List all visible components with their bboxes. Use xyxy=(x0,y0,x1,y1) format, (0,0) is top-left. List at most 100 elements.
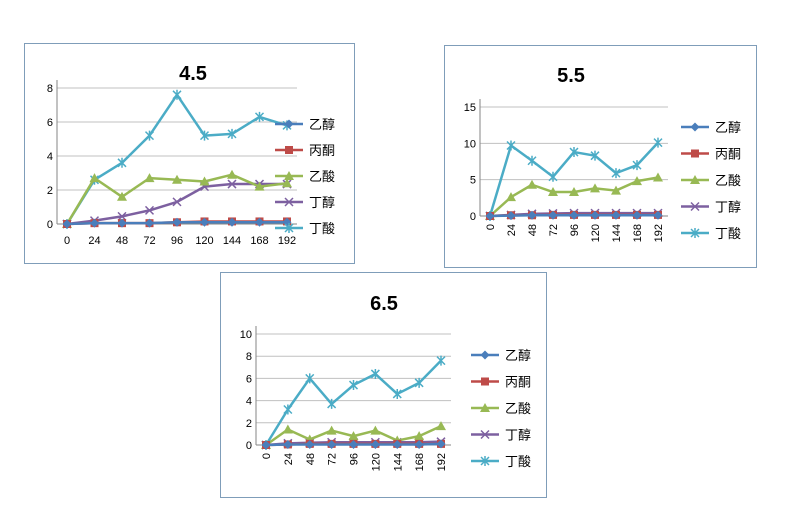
chart-title-5-5: 5.5 xyxy=(557,65,585,87)
point-4-5-3-3 xyxy=(144,205,155,215)
point-5-5-0-3 xyxy=(548,210,558,220)
x-tick-5-5-24: 24 xyxy=(506,224,518,236)
x-tick-5-5-192: 192 xyxy=(653,224,665,242)
y-tick-6-5-2: 2 xyxy=(246,418,252,430)
legend-marker-6-5-1 xyxy=(481,377,489,386)
chart-title-6-5: 6.5 xyxy=(370,293,398,315)
point-5-5-4-8 xyxy=(653,137,663,148)
y-tick-4-5-8: 8 xyxy=(47,83,53,95)
point-4-5-0-5 xyxy=(200,217,209,227)
point-5-5-2-1 xyxy=(506,192,516,202)
y-tick-6-5-8: 8 xyxy=(246,351,252,363)
point-6-5-0-7 xyxy=(414,439,424,449)
legend-marker-5-5-2 xyxy=(690,175,700,184)
point-5-5-2-4 xyxy=(569,187,579,197)
x-tick-4-5-48: 48 xyxy=(116,235,128,247)
x-tick-4-5-168: 168 xyxy=(250,235,268,247)
legend-marker-6-5-2 xyxy=(480,403,490,412)
legend-marker-5-5-1 xyxy=(691,149,699,158)
legend-label-4-5-3: 丁醇 xyxy=(309,195,335,211)
legend-marker-5-5-0 xyxy=(690,122,700,132)
x-tick-4-5-144: 144 xyxy=(223,235,241,247)
point-5-5-2-2 xyxy=(527,179,537,189)
x-tick-6-5-168: 168 xyxy=(414,453,426,471)
x-tick-4-5-120: 120 xyxy=(195,235,213,247)
point-4-5-4-5 xyxy=(199,130,210,141)
point-6-5-0-0 xyxy=(261,440,271,450)
y-tick-6-5-10: 10 xyxy=(240,329,252,341)
point-4-5-3-6 xyxy=(227,179,237,189)
point-6-5-2-8 xyxy=(436,421,446,431)
x-tick-5-5-120: 120 xyxy=(590,224,602,242)
point-4-5-4-2 xyxy=(117,157,127,168)
x-tick-5-5-96: 96 xyxy=(569,224,581,236)
point-4-5-2-3 xyxy=(144,173,155,183)
point-5-5-4-7 xyxy=(632,160,642,171)
x-tick-4-5-72: 72 xyxy=(143,235,155,247)
legend-label-6-5-3: 丁醇 xyxy=(505,428,531,444)
x-tick-6-5-120: 120 xyxy=(370,453,382,471)
x-tick-6-5-96: 96 xyxy=(349,453,361,465)
point-5-5-0-8 xyxy=(653,210,663,220)
point-4-5-4-6 xyxy=(227,128,237,139)
point-6-5-0-5 xyxy=(370,439,380,449)
point-6-5-4-3 xyxy=(327,398,337,409)
point-6-5-2-7 xyxy=(414,431,425,441)
point-6-5-4-4 xyxy=(348,380,359,391)
y-tick-4-5-6: 6 xyxy=(47,117,53,129)
legend-label-5-5-4: 丁酸 xyxy=(715,227,741,242)
y-tick-4-5-0: 0 xyxy=(47,219,53,231)
point-5-5-4-3 xyxy=(548,171,558,182)
point-4-5-3-2 xyxy=(117,211,127,221)
y-tick-4-5-4: 4 xyxy=(47,151,53,163)
x-tick-6-5-72: 72 xyxy=(327,453,339,465)
point-5-5-2-7 xyxy=(632,176,642,186)
legend-label-5-5-0: 乙醇 xyxy=(715,120,741,136)
legend-marker-5-5-3 xyxy=(690,201,700,212)
point-5-5-4-2 xyxy=(527,155,537,166)
x-tick-5-5-168: 168 xyxy=(632,224,644,242)
x-tick-5-5-144: 144 xyxy=(611,224,623,242)
series-line-5-5-2 xyxy=(489,176,659,217)
point-5-5-0-4 xyxy=(569,210,579,220)
y-tick-5-5-10: 10 xyxy=(464,138,476,150)
point-5-5-0-5 xyxy=(590,210,600,220)
x-tick-4-5-96: 96 xyxy=(171,235,183,247)
x-tick-6-5-0: 0 xyxy=(261,453,273,459)
point-6-5-4-2 xyxy=(305,373,315,384)
x-tick-5-5-48: 48 xyxy=(527,224,539,236)
x-tick-6-5-48: 48 xyxy=(305,453,317,465)
chart-panel-ph-4-5: 4.5 0 2 4 6 8 0 24 48 72 96 120 144 168 192 乙醇 丙酮 乙酸 丁醇 丁酸 xyxy=(24,43,355,264)
point-5-5-0-2 xyxy=(527,210,537,220)
y-tick-5-5-15: 15 xyxy=(464,102,476,114)
y-tick-6-5-4: 4 xyxy=(246,396,252,408)
legend-label-6-5-2: 乙酸 xyxy=(505,402,531,417)
legend-label-6-5-4: 丁酸 xyxy=(505,455,531,470)
point-4-5-2-6 xyxy=(227,169,237,179)
point-5-5-4-6 xyxy=(611,168,621,179)
point-4-5-4-4 xyxy=(172,89,182,100)
point-4-5-0-1 xyxy=(90,218,99,228)
legend-marker-6-5-0 xyxy=(480,350,490,360)
y-tick-6-5-6: 6 xyxy=(246,373,252,385)
point-4-5-0-7 xyxy=(255,217,264,227)
point-5-5-2-3 xyxy=(548,187,558,197)
legend-label-6-5-0: 乙醇 xyxy=(505,348,531,364)
point-6-5-0-4 xyxy=(349,439,358,449)
chart-title-4-5: 4.5 xyxy=(179,63,207,85)
legend-label-5-5-2: 乙酸 xyxy=(715,174,741,189)
point-6-5-4-1 xyxy=(283,404,293,415)
point-5-5-2-5 xyxy=(590,183,600,193)
x-tick-4-5-0: 0 xyxy=(64,235,70,247)
point-4-5-2-7 xyxy=(254,181,265,191)
point-4-5-3-4 xyxy=(172,197,182,207)
point-6-5-2-5 xyxy=(370,425,381,435)
legend-marker-4-5-1 xyxy=(285,146,293,154)
point-4-5-2-2 xyxy=(117,191,127,201)
point-4-5-0-3 xyxy=(145,218,154,228)
point-6-5-4-5 xyxy=(370,368,380,379)
legend-label-6-5-1: 丙酮 xyxy=(505,376,531,391)
point-5-5-4-4 xyxy=(569,147,579,158)
series-line-4-5-4 xyxy=(65,93,288,225)
